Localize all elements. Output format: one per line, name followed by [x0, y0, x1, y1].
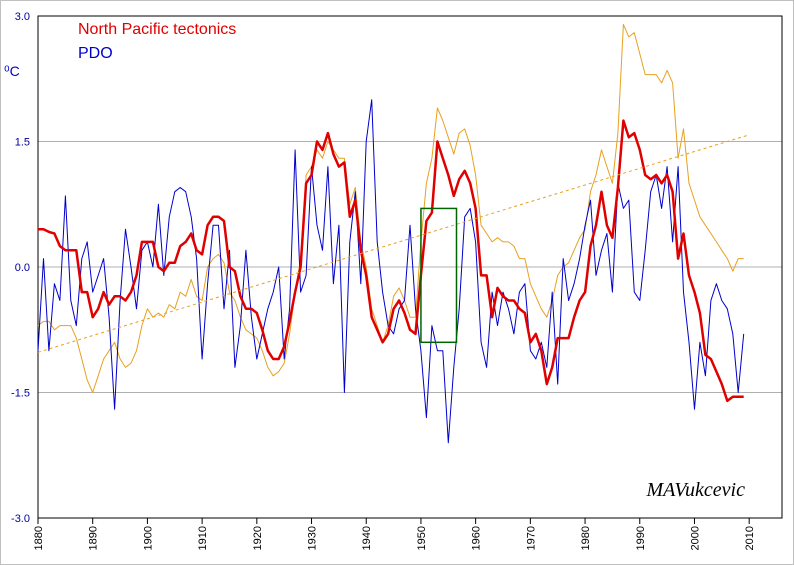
x-tick-label: 1910 [197, 526, 209, 550]
highlight-box [420, 207, 458, 344]
annotation: MAVukcevic [645, 479, 745, 501]
x-tick-label: 1900 [142, 526, 154, 550]
x-tick-label: 1920 [252, 526, 264, 550]
x-tick-label: 1950 [416, 526, 428, 550]
x-tick-label: 1890 [88, 526, 100, 550]
y-axis-label: ⁰C [4, 63, 20, 79]
series-line [37, 99, 745, 444]
x-tick-label: 1990 [635, 526, 647, 550]
series-line [38, 119, 744, 403]
x-tick-label: 1980 [580, 526, 592, 550]
y-tick-label: 0.0 [15, 262, 30, 274]
x-tick-label: 1970 [525, 526, 537, 550]
y-tick-label: 3.0 [15, 11, 30, 23]
legend-entry: PDO [78, 45, 113, 62]
x-tick-label: 2000 [689, 526, 701, 550]
x-tick-label: 1960 [471, 526, 483, 550]
plot-border [37, 15, 783, 519]
y-tick-label: -3.0 [11, 513, 30, 525]
x-tick-label: 1940 [361, 526, 373, 550]
y-tick-label: 1.5 [15, 137, 30, 149]
y-tick-label: -1.5 [11, 388, 30, 400]
series-line [37, 134, 750, 353]
x-tick-label: 1880 [33, 526, 45, 550]
x-tick-label: 2010 [744, 526, 756, 550]
legend-entry: North Pacific tectonics [78, 21, 236, 38]
series-line [37, 23, 744, 393]
x-tick-label: 1930 [307, 526, 319, 550]
